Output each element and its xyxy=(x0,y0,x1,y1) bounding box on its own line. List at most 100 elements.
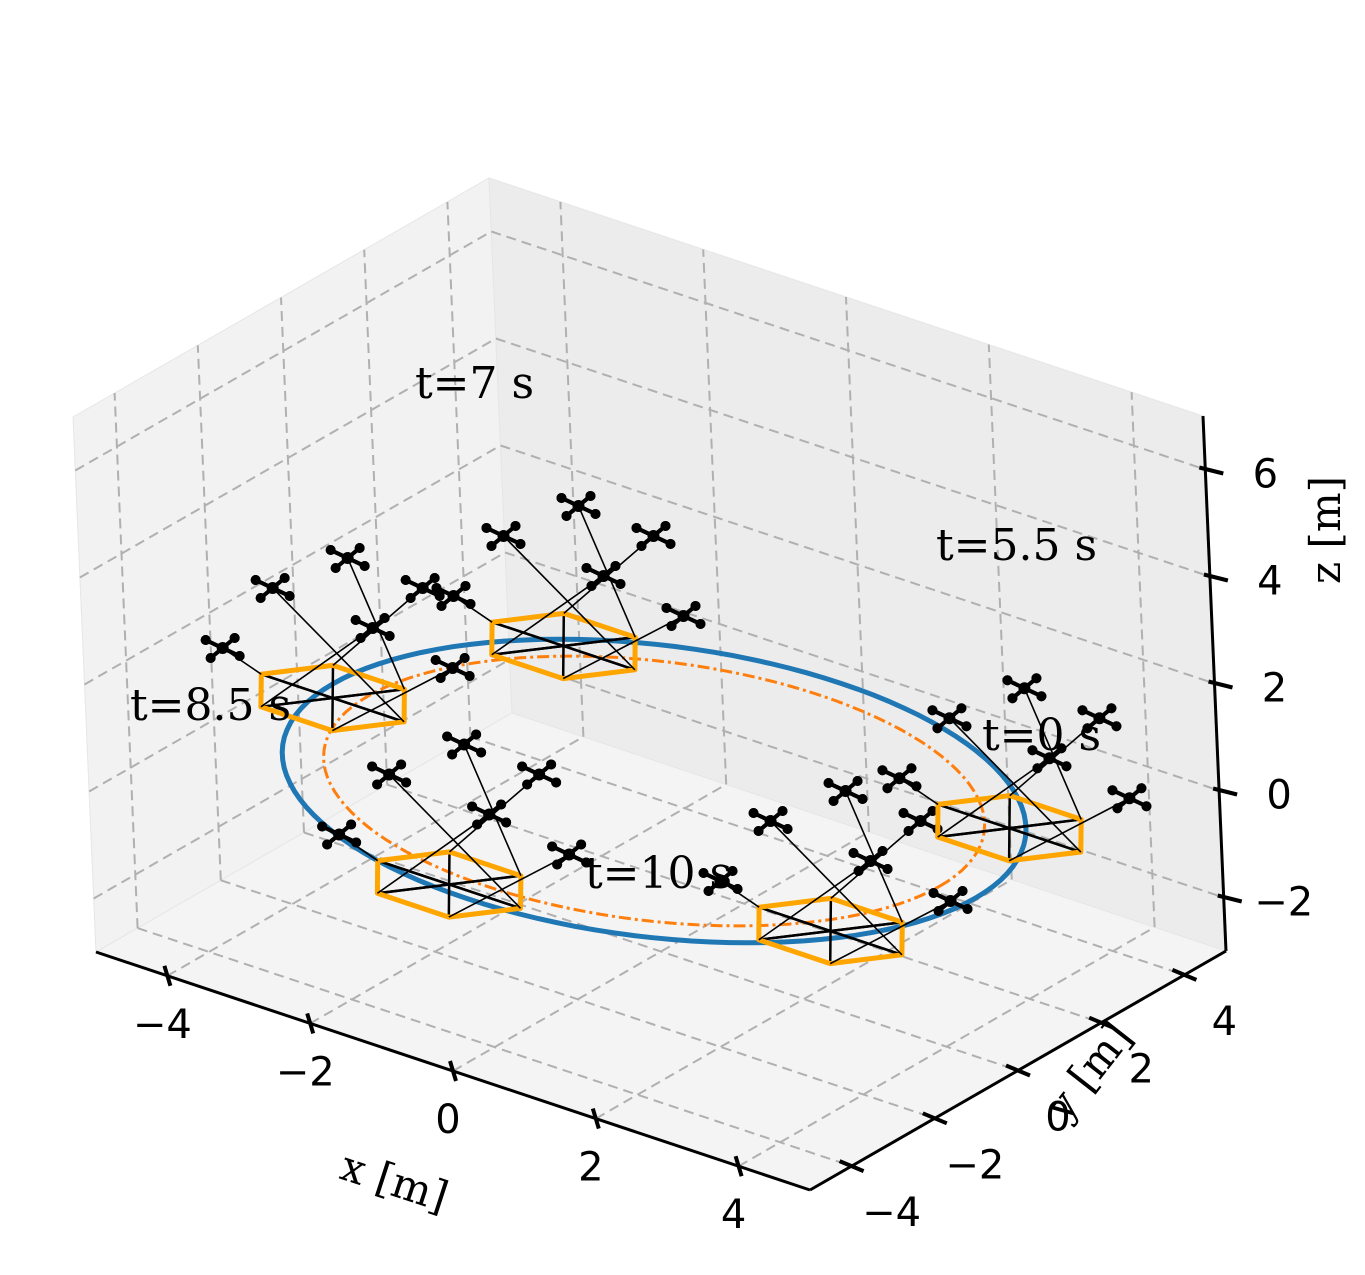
drone xyxy=(431,580,476,611)
drone-rotor xyxy=(546,759,557,770)
drone-rotor xyxy=(434,591,445,602)
snapshots xyxy=(200,490,1152,967)
drone-rotor xyxy=(927,705,938,716)
drone-rotor xyxy=(1061,761,1072,772)
drone-body xyxy=(943,712,956,725)
drone-rotor xyxy=(322,839,333,850)
drone-rotor xyxy=(610,560,621,571)
drone-rotor xyxy=(431,582,442,593)
y-tick xyxy=(1171,968,1198,982)
z-tick xyxy=(1212,786,1238,797)
drone xyxy=(848,846,893,877)
annotation-t10: t=10 s xyxy=(585,848,732,899)
drone-rotor xyxy=(200,635,211,646)
drone-rotor xyxy=(956,703,967,714)
drone-rotor xyxy=(690,600,701,611)
drone xyxy=(1002,673,1047,704)
drone-rotor xyxy=(911,781,922,792)
y-tick xyxy=(838,1159,865,1173)
drone-rotor xyxy=(933,906,944,917)
drone-body xyxy=(383,768,396,781)
drone-rotor xyxy=(1136,783,1147,794)
drone-rotor xyxy=(384,631,395,642)
drone-body xyxy=(1018,682,1031,695)
drone xyxy=(748,806,793,837)
drone xyxy=(350,613,395,644)
drone-rotor xyxy=(401,777,412,788)
drone-rotor xyxy=(359,561,370,572)
drone-rotor xyxy=(1111,721,1122,732)
drone xyxy=(631,520,676,551)
y-tick-label: −4 xyxy=(862,1190,921,1236)
drone xyxy=(317,819,362,850)
grid-left-y xyxy=(280,297,305,833)
drone-body xyxy=(1123,792,1136,805)
drone-rotor xyxy=(903,826,914,837)
drone-rotor xyxy=(561,510,572,521)
drone xyxy=(927,703,972,734)
cable xyxy=(376,813,490,894)
cable xyxy=(769,820,903,956)
drone-rotor xyxy=(590,508,601,519)
drone xyxy=(547,839,592,870)
drone-rotor xyxy=(1106,703,1117,714)
drone-body xyxy=(483,808,496,821)
drone xyxy=(581,560,626,591)
drone-rotor xyxy=(459,653,470,664)
grid-floor-y xyxy=(137,927,852,1168)
cable xyxy=(448,853,570,918)
drone-rotor xyxy=(1002,675,1013,686)
grid-lines xyxy=(74,201,1225,1168)
drone-rotor xyxy=(467,801,478,812)
drone-rotor xyxy=(515,538,526,549)
annotation-t0: t=0 s xyxy=(982,710,1101,761)
drone-rotor xyxy=(279,573,290,584)
grid-back-z xyxy=(504,551,1220,792)
drone-rotor xyxy=(1107,785,1118,796)
drone-body xyxy=(677,609,690,622)
drone-rotor xyxy=(898,808,909,819)
annotation-t7: t=7 s xyxy=(415,358,534,409)
drone xyxy=(400,573,445,604)
drone xyxy=(1027,743,1072,774)
drone-rotor xyxy=(481,522,492,533)
cable xyxy=(260,627,374,708)
z-axis-label: z [m] xyxy=(1301,476,1350,584)
drone-rotor xyxy=(1082,723,1093,734)
drone-rotor xyxy=(496,799,507,810)
drone-rotor xyxy=(777,806,788,817)
snapshot-3 xyxy=(200,543,475,734)
drone-body xyxy=(914,815,927,828)
cable xyxy=(1008,797,1130,862)
y-tick xyxy=(922,1111,948,1126)
x-tick xyxy=(448,1060,458,1082)
drone-rotor xyxy=(547,841,558,852)
grid-back-z xyxy=(495,337,1211,578)
drone-rotor xyxy=(581,857,592,868)
drone-rotor xyxy=(396,759,407,770)
platform-spoke xyxy=(260,687,405,709)
drone-body xyxy=(341,552,354,565)
drone-rotor xyxy=(372,779,383,790)
drone-rotor xyxy=(1032,763,1043,774)
drone-rotor xyxy=(828,796,839,807)
drone-body xyxy=(533,768,546,781)
drone-rotor xyxy=(346,819,357,830)
drone-rotor xyxy=(877,846,888,857)
platform-spoke xyxy=(937,818,1082,839)
x-tick-label: −4 xyxy=(133,1002,192,1048)
drone-rotor xyxy=(472,819,483,830)
drone-rotor xyxy=(727,866,738,877)
cable xyxy=(948,717,1082,853)
drone-rotor xyxy=(782,824,793,835)
grid-back-x xyxy=(845,296,870,833)
drone-rotor xyxy=(556,492,567,503)
drone-rotor xyxy=(753,826,764,837)
drone xyxy=(467,799,512,830)
snapshot-1 xyxy=(877,673,1152,864)
grid-floor-y xyxy=(303,831,1019,1072)
annotation-t8-5: t=8.5 s xyxy=(130,680,291,731)
drone-rotor xyxy=(486,540,497,551)
z-tick xyxy=(1217,893,1243,904)
